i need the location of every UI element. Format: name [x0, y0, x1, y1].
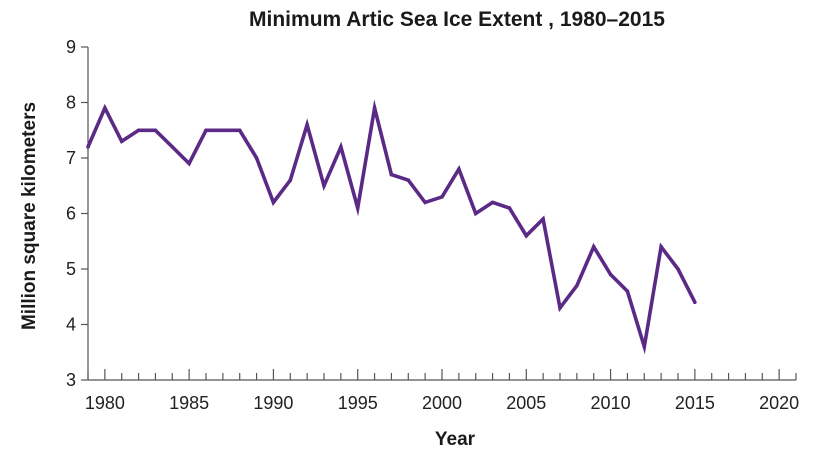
x-tick-label: 1995 [338, 393, 378, 413]
data-point [288, 178, 293, 182]
y-tick-label: 6 [66, 204, 76, 224]
data-point [355, 206, 360, 210]
data-point [322, 183, 326, 188]
data-point [473, 211, 478, 216]
x-tick-label: 2000 [422, 393, 462, 413]
y-tick-label: 3 [66, 370, 76, 390]
x-tick-label: 2015 [675, 393, 715, 413]
data-point [423, 200, 427, 205]
data-point [575, 283, 579, 288]
y-axis: 3 4 5 6 7 8 9 [66, 37, 89, 390]
data-point [608, 272, 613, 277]
data-point [204, 128, 208, 133]
series-layer [86, 99, 697, 355]
x-axis-label: Year [435, 429, 476, 450]
data-point [254, 156, 259, 160]
data-point [389, 172, 394, 177]
data-point [86, 145, 90, 149]
y-tick-label: 9 [66, 37, 76, 57]
data-point [406, 178, 411, 182]
data-point [119, 139, 124, 144]
y-tick-label: 7 [66, 148, 76, 168]
series-line [86, 99, 697, 355]
data-point [591, 245, 596, 249]
data-point [541, 217, 545, 221]
data-point [221, 128, 225, 133]
chart-title: Minimum Artic Sea Ice Extent , 1980–2015 [249, 8, 665, 31]
x-tick-label: 2010 [591, 393, 631, 413]
y-axis-label: Million square kilometers [19, 102, 40, 330]
data-point [524, 233, 529, 238]
data-point [457, 167, 461, 171]
data-point [372, 106, 377, 110]
data-point [339, 145, 343, 149]
data-point [153, 128, 158, 133]
data-point [237, 128, 242, 133]
x-tick-label: 1990 [253, 393, 293, 413]
data-point [558, 306, 562, 310]
y-tick-label: 5 [66, 259, 76, 279]
data-point [693, 300, 697, 305]
data-point [625, 289, 630, 294]
data-point [271, 200, 276, 205]
x-axis: 1980 1985 1990 1995 2000 2005 2010 2015 2020 [85, 369, 799, 413]
data-point [187, 161, 191, 166]
x-tick-label: 2005 [506, 393, 546, 413]
data-point [642, 344, 647, 349]
data-point [136, 128, 141, 133]
x-tick-label: 1980 [85, 393, 125, 413]
data-point [170, 145, 175, 149]
y-tick-label: 4 [66, 315, 76, 335]
data-point [659, 245, 663, 249]
data-point [305, 122, 309, 127]
x-tick-label: 2020 [759, 393, 799, 413]
data-point [507, 206, 512, 210]
data-point [676, 267, 680, 271]
y-tick-label: 8 [66, 93, 76, 113]
data-point [490, 200, 495, 205]
x-tick-label: 1985 [169, 393, 209, 413]
data-point [440, 195, 444, 199]
data-point [103, 106, 107, 110]
